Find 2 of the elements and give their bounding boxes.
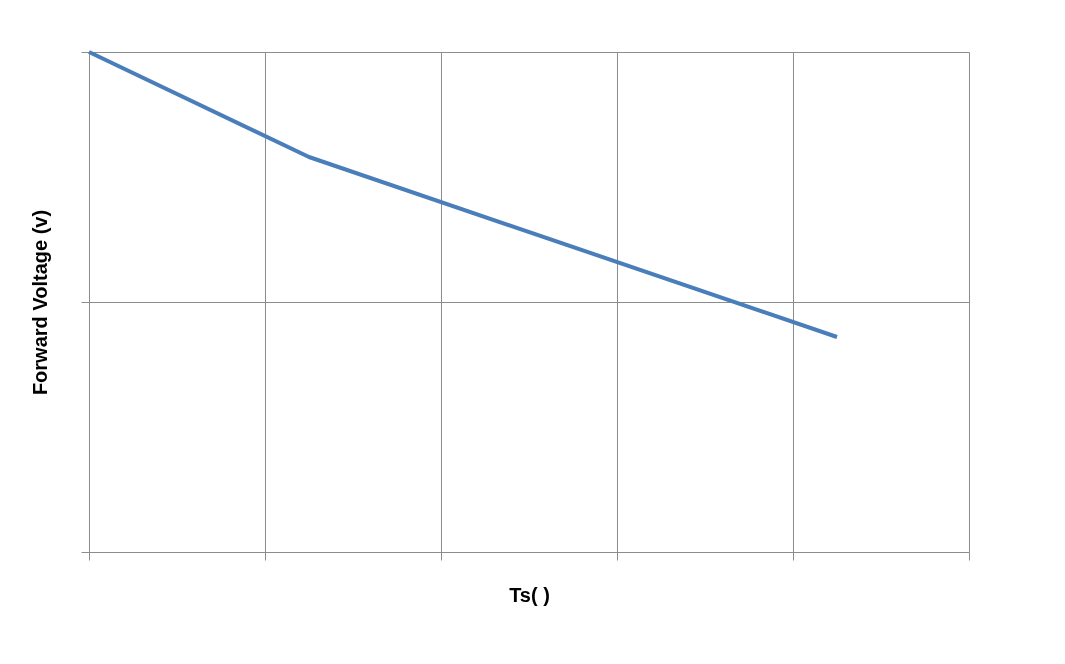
x-axis-title: Ts( )	[509, 584, 550, 606]
y-axis-title: Forward Voltage (v)	[29, 209, 51, 396]
